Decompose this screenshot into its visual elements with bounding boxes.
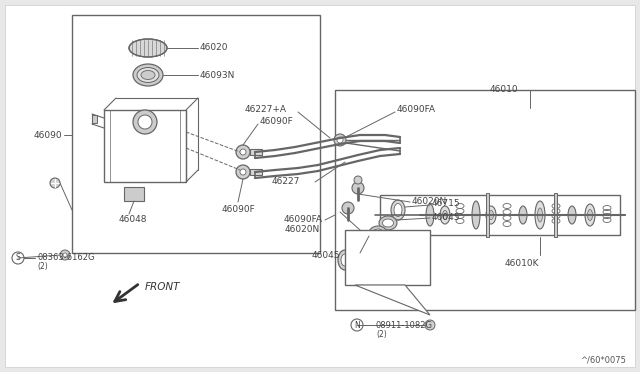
- Text: N: N: [354, 321, 360, 330]
- Text: 46715: 46715: [432, 199, 461, 208]
- Text: 46010: 46010: [490, 86, 518, 94]
- Ellipse shape: [519, 206, 527, 224]
- Bar: [104, 110, 186, 182]
- Text: 46093N: 46093N: [200, 71, 236, 80]
- Ellipse shape: [472, 201, 480, 229]
- Ellipse shape: [383, 219, 394, 227]
- Ellipse shape: [141, 71, 155, 80]
- Ellipse shape: [129, 39, 167, 57]
- Text: (2): (2): [37, 263, 48, 272]
- Ellipse shape: [369, 226, 387, 240]
- Text: 46090F: 46090F: [260, 118, 294, 126]
- Ellipse shape: [391, 200, 405, 220]
- Ellipse shape: [372, 229, 383, 237]
- Ellipse shape: [137, 67, 159, 83]
- Ellipse shape: [379, 216, 397, 230]
- Text: 46045: 46045: [312, 250, 340, 260]
- Circle shape: [351, 319, 363, 331]
- Text: 46090FA: 46090FA: [284, 215, 323, 224]
- Text: 46090F: 46090F: [221, 205, 255, 215]
- Polygon shape: [355, 285, 430, 315]
- Text: ^/60*0075: ^/60*0075: [580, 356, 626, 365]
- Circle shape: [371, 238, 379, 246]
- Ellipse shape: [442, 211, 447, 219]
- Ellipse shape: [585, 204, 595, 226]
- Circle shape: [354, 176, 362, 184]
- Ellipse shape: [486, 206, 496, 224]
- Circle shape: [236, 145, 250, 159]
- Circle shape: [367, 234, 383, 250]
- Bar: [72, 15, 320, 253]
- Circle shape: [12, 252, 24, 264]
- Bar: [486, 193, 489, 237]
- Circle shape: [133, 110, 157, 134]
- Bar: [345, 230, 430, 285]
- Ellipse shape: [488, 211, 493, 219]
- Circle shape: [240, 149, 246, 155]
- Ellipse shape: [133, 64, 163, 86]
- Bar: [554, 193, 557, 237]
- Bar: [92, 115, 97, 123]
- Ellipse shape: [341, 254, 349, 266]
- Text: 46227: 46227: [272, 177, 300, 186]
- Ellipse shape: [345, 249, 375, 271]
- Bar: [250, 169, 262, 175]
- Circle shape: [352, 182, 364, 194]
- Ellipse shape: [568, 206, 576, 224]
- Bar: [250, 149, 262, 155]
- Ellipse shape: [394, 203, 402, 217]
- Circle shape: [425, 320, 435, 330]
- Text: FRONT: FRONT: [145, 282, 180, 292]
- Text: 46020N: 46020N: [412, 198, 447, 206]
- Ellipse shape: [535, 201, 545, 229]
- Circle shape: [337, 137, 343, 143]
- Ellipse shape: [426, 204, 434, 226]
- Circle shape: [60, 250, 70, 260]
- Ellipse shape: [440, 206, 450, 224]
- Circle shape: [334, 134, 346, 146]
- Text: 46227+A: 46227+A: [245, 106, 287, 115]
- Bar: [335, 90, 635, 310]
- Text: S: S: [15, 253, 20, 263]
- Circle shape: [342, 202, 354, 214]
- Ellipse shape: [588, 209, 593, 221]
- Circle shape: [138, 115, 152, 129]
- Circle shape: [236, 165, 250, 179]
- Text: 08363-6162G: 08363-6162G: [37, 253, 95, 263]
- Text: 46045: 46045: [432, 214, 461, 222]
- Text: (2): (2): [376, 330, 387, 339]
- Text: 46010K: 46010K: [505, 259, 540, 267]
- Bar: [124, 187, 144, 201]
- Circle shape: [50, 178, 60, 188]
- Circle shape: [353, 238, 361, 246]
- Ellipse shape: [350, 253, 370, 267]
- Ellipse shape: [538, 208, 543, 222]
- Text: 46048: 46048: [119, 215, 147, 224]
- Circle shape: [240, 169, 246, 175]
- Text: 46020: 46020: [200, 44, 228, 52]
- Ellipse shape: [338, 250, 352, 270]
- Text: 08911-1082G: 08911-1082G: [376, 321, 433, 330]
- Text: 46090: 46090: [33, 131, 62, 140]
- Bar: [380, 195, 620, 235]
- Text: 46090FA: 46090FA: [397, 106, 436, 115]
- Text: 46020N: 46020N: [285, 225, 320, 234]
- Circle shape: [349, 234, 365, 250]
- Circle shape: [63, 253, 67, 257]
